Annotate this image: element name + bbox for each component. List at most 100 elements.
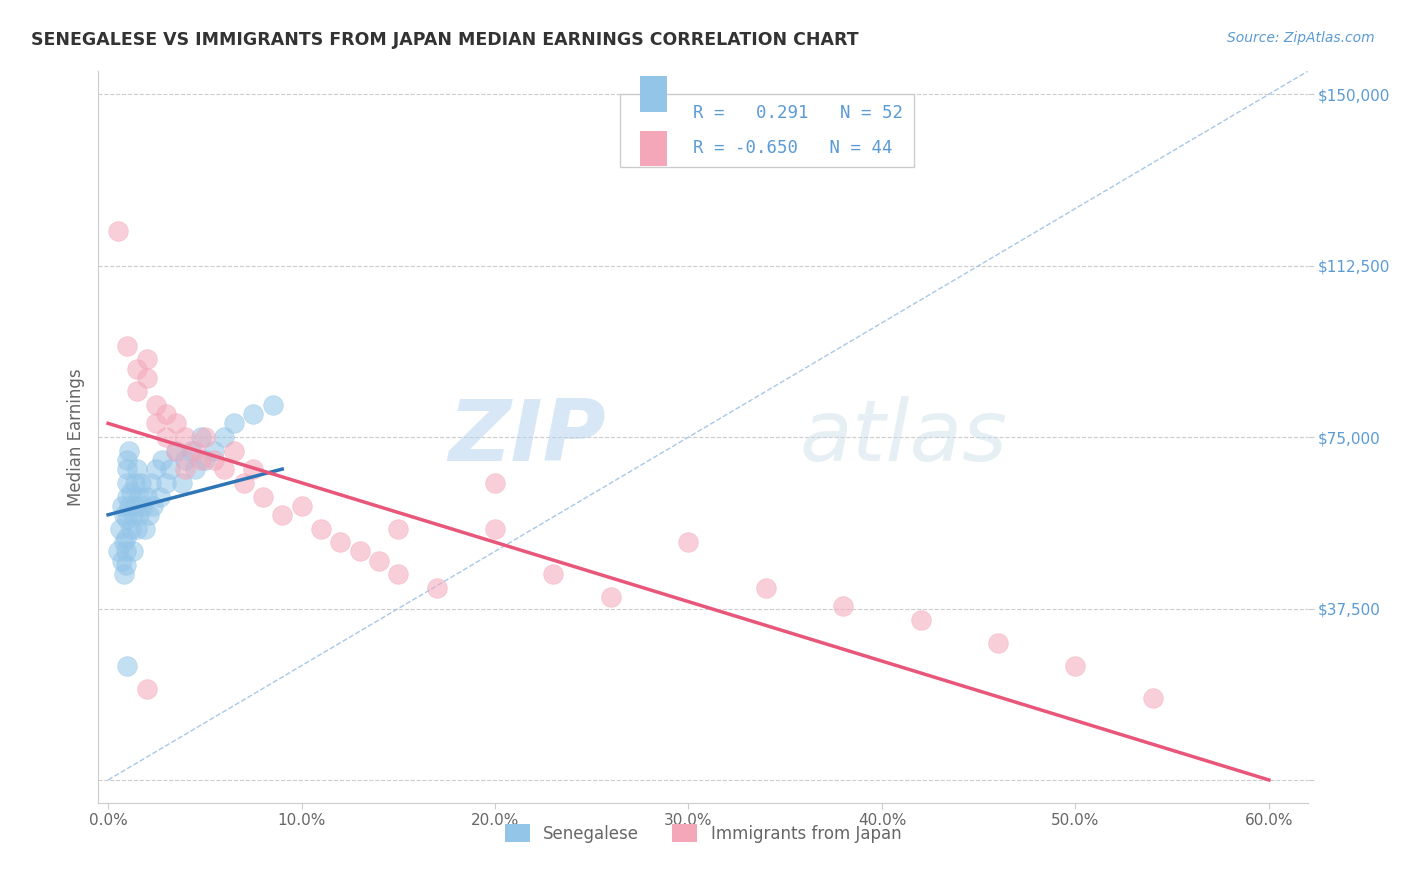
Point bbox=[117, 462, 139, 476]
Point bbox=[165, 443, 187, 458]
Point bbox=[127, 462, 149, 476]
Point bbox=[129, 475, 152, 490]
Text: SENEGALESE VS IMMIGRANTS FROM JAPAN MEDIAN EARNINGS CORRELATION CHART: SENEGALESE VS IMMIGRANTS FROM JAPAN MEDI… bbox=[31, 31, 859, 49]
Point bbox=[159, 462, 181, 476]
Point bbox=[128, 490, 150, 504]
Point bbox=[222, 417, 245, 431]
Point bbox=[1142, 690, 1164, 705]
Point bbox=[232, 475, 254, 490]
Point bbox=[484, 475, 506, 490]
Point bbox=[120, 521, 142, 535]
Point bbox=[135, 681, 157, 696]
Point bbox=[127, 521, 149, 535]
Point bbox=[114, 544, 136, 558]
Point bbox=[212, 462, 235, 476]
Legend: Senegalese, Immigrants from Japan: Senegalese, Immigrants from Japan bbox=[498, 818, 908, 849]
Text: ZIP: ZIP bbox=[449, 395, 606, 479]
Point bbox=[309, 521, 332, 535]
Point bbox=[112, 567, 135, 582]
Point bbox=[107, 224, 129, 238]
Point bbox=[117, 338, 139, 352]
Point bbox=[184, 443, 207, 458]
Point bbox=[194, 430, 217, 444]
Point bbox=[145, 462, 167, 476]
Point bbox=[349, 544, 371, 558]
Point bbox=[910, 613, 932, 627]
Point bbox=[112, 535, 135, 549]
Point bbox=[117, 490, 139, 504]
Point bbox=[135, 370, 157, 384]
Point bbox=[117, 512, 139, 526]
Point bbox=[145, 417, 167, 431]
Point bbox=[132, 499, 155, 513]
Point bbox=[114, 558, 136, 573]
Point bbox=[1064, 658, 1087, 673]
Point bbox=[138, 508, 160, 522]
Point bbox=[190, 453, 212, 467]
Point bbox=[832, 599, 855, 614]
Point bbox=[122, 544, 145, 558]
Text: R =   0.291   N = 52
      R = -0.650   N = 44: R = 0.291 N = 52 R = -0.650 N = 44 bbox=[630, 104, 904, 157]
Point bbox=[387, 521, 409, 535]
Point bbox=[170, 475, 193, 490]
Point bbox=[150, 453, 173, 467]
Point bbox=[180, 443, 202, 458]
Point bbox=[387, 567, 409, 582]
Point bbox=[117, 475, 139, 490]
Point bbox=[222, 443, 245, 458]
Point bbox=[149, 490, 172, 504]
Point bbox=[242, 407, 264, 421]
Point bbox=[117, 453, 139, 467]
Point bbox=[165, 417, 187, 431]
Y-axis label: Median Earnings: Median Earnings bbox=[66, 368, 84, 506]
Point bbox=[139, 475, 162, 490]
Point bbox=[127, 361, 149, 376]
Text: atlas: atlas bbox=[800, 395, 1008, 479]
Point bbox=[204, 453, 226, 467]
Point bbox=[145, 398, 167, 412]
Point bbox=[174, 430, 197, 444]
Point bbox=[329, 535, 352, 549]
Point bbox=[155, 430, 177, 444]
Point bbox=[107, 544, 129, 558]
Point bbox=[135, 352, 157, 367]
Point bbox=[128, 508, 150, 522]
Point bbox=[112, 508, 135, 522]
Point bbox=[174, 453, 197, 467]
Point bbox=[755, 581, 778, 595]
Point bbox=[114, 531, 136, 545]
Point bbox=[271, 508, 294, 522]
Point bbox=[111, 499, 134, 513]
Point bbox=[678, 535, 700, 549]
Point bbox=[111, 553, 134, 567]
Point bbox=[174, 462, 197, 476]
Point bbox=[134, 521, 156, 535]
Point bbox=[204, 443, 226, 458]
Point bbox=[124, 475, 146, 490]
FancyBboxPatch shape bbox=[640, 77, 666, 112]
Point bbox=[142, 499, 165, 513]
Point bbox=[118, 499, 141, 513]
Point bbox=[484, 521, 506, 535]
Point bbox=[118, 443, 141, 458]
Point bbox=[290, 499, 312, 513]
Point bbox=[987, 636, 1010, 650]
Point bbox=[108, 521, 131, 535]
Point bbox=[117, 658, 139, 673]
Point bbox=[194, 453, 217, 467]
Point bbox=[252, 490, 274, 504]
Point bbox=[165, 443, 187, 458]
Point bbox=[212, 430, 235, 444]
FancyBboxPatch shape bbox=[640, 131, 666, 167]
Point bbox=[368, 553, 391, 567]
Point bbox=[426, 581, 449, 595]
Point bbox=[155, 475, 177, 490]
Point bbox=[262, 398, 284, 412]
Point bbox=[120, 485, 142, 500]
Point bbox=[242, 462, 264, 476]
Point bbox=[600, 590, 623, 604]
Point bbox=[127, 384, 149, 399]
Point bbox=[190, 430, 212, 444]
Point bbox=[155, 407, 177, 421]
Point bbox=[135, 490, 157, 504]
